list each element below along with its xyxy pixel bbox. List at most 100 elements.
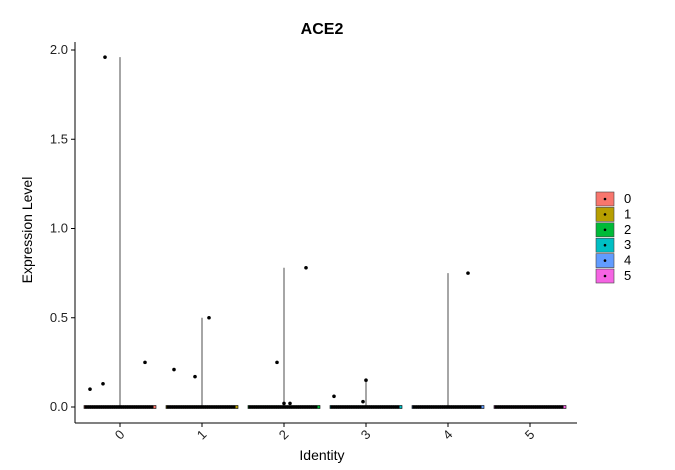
data-point-zero	[84, 405, 88, 409]
data-point-zero	[115, 405, 119, 409]
data-point-zero	[150, 405, 154, 409]
x-axis: 0 1 2 3 4 5	[75, 422, 577, 443]
data-point-zero	[511, 405, 516, 409]
legend-item-4: 4	[595, 253, 631, 268]
data-point-zero	[343, 405, 347, 409]
data-point-zero	[334, 405, 338, 409]
data-point-zero	[102, 405, 106, 409]
y-tick-label: 1.0	[50, 221, 68, 236]
legend-item-1: 1	[595, 206, 631, 222]
data-point-zero	[441, 405, 445, 409]
data-point-zero	[281, 405, 285, 409]
data-point-zero	[307, 405, 311, 409]
data-point-zero	[217, 405, 221, 409]
data-point-zero	[378, 405, 382, 409]
data-point-zero	[232, 405, 236, 409]
data-point-zero	[199, 405, 203, 409]
data-point-zero	[387, 405, 391, 409]
legend-swatch-dot	[603, 243, 607, 247]
data-point	[103, 55, 107, 59]
data-point	[332, 394, 336, 399]
data-point-zero	[181, 405, 185, 409]
data-point-zero	[514, 405, 518, 409]
data-point-zero	[356, 405, 360, 409]
data-point	[88, 387, 92, 391]
data-point-zero	[381, 405, 385, 409]
data-point-zero	[270, 405, 274, 409]
data-point	[101, 381, 105, 386]
legend-label: 1	[624, 206, 631, 221]
chart-title: ACE2	[301, 21, 344, 38]
data-point	[466, 271, 470, 275]
data-point	[275, 360, 279, 365]
data-point-zero	[255, 405, 259, 409]
data-point-zero	[299, 405, 303, 409]
data-point-zero	[148, 405, 152, 409]
data-point-zero	[206, 405, 210, 409]
data-point-zero	[412, 405, 416, 409]
data-point-zero	[126, 405, 130, 409]
data-point-zero	[560, 405, 564, 409]
data-point-zero	[359, 405, 363, 409]
data-point-zero	[372, 405, 376, 409]
data-point-zero	[438, 405, 442, 409]
x-axis-label: Identity	[299, 447, 344, 463]
data-point-zero	[547, 405, 551, 409]
data-point-zero	[551, 405, 555, 409]
data-point-zero	[496, 405, 500, 409]
data-point-zero	[494, 405, 498, 409]
data-point-zero	[419, 405, 423, 409]
y-tick-label: 0.5	[50, 310, 68, 325]
data-point-zero	[124, 405, 128, 409]
data-point-zero	[143, 405, 147, 409]
data-point-zero	[447, 405, 451, 409]
data-point-zero	[283, 405, 287, 409]
x-tick-label: 1	[194, 427, 210, 443]
data-point-zero	[219, 405, 223, 409]
y-axis: 0.0 0.5 1.0 1.5 2.0	[50, 42, 76, 423]
data-point-zero	[263, 405, 267, 409]
data-point-zero	[456, 405, 460, 409]
data-point-zero	[516, 405, 520, 409]
data-point-zero	[556, 405, 560, 409]
data-point-zero	[117, 405, 121, 409]
legend-swatch-dot	[603, 274, 607, 278]
data-point-zero	[540, 405, 544, 409]
data-point-zero	[498, 405, 502, 409]
data-point-zero	[454, 405, 458, 409]
data-point-zero	[192, 405, 196, 409]
data-point-zero	[348, 405, 352, 409]
data-point-zero	[106, 405, 110, 409]
data-point-zero	[558, 405, 562, 409]
data-point-zero	[536, 405, 540, 409]
data-point-zero	[208, 405, 212, 409]
data-point-zero	[430, 405, 434, 409]
legend-swatch-dot	[603, 228, 607, 232]
data-point-zero	[261, 405, 265, 409]
data-point-zero	[266, 405, 270, 409]
data-point-zero	[221, 405, 225, 409]
data-point-zero	[460, 405, 464, 409]
data-point	[172, 367, 176, 372]
data-point-zero	[350, 405, 354, 409]
data-point-zero	[434, 405, 438, 409]
data-point-zero	[531, 405, 536, 409]
data-point-zero	[119, 405, 123, 409]
data-point-zero	[104, 405, 108, 409]
y-tick-label: 1.5	[50, 131, 68, 146]
data-point-zero	[394, 405, 398, 409]
data-point-zero	[132, 405, 136, 409]
data-point-zero	[225, 405, 229, 409]
data-point-zero	[505, 405, 509, 409]
data-point-zero	[476, 405, 480, 409]
data-point-zero	[503, 405, 507, 409]
data-point-zero	[250, 405, 254, 409]
data-point-zero	[86, 405, 90, 409]
data-point-zero	[463, 405, 467, 409]
data-point	[143, 360, 147, 365]
data-point-zero	[423, 405, 427, 409]
data-point-zero	[376, 405, 380, 409]
data-point-zero	[449, 405, 453, 409]
data-point-zero	[385, 405, 389, 409]
